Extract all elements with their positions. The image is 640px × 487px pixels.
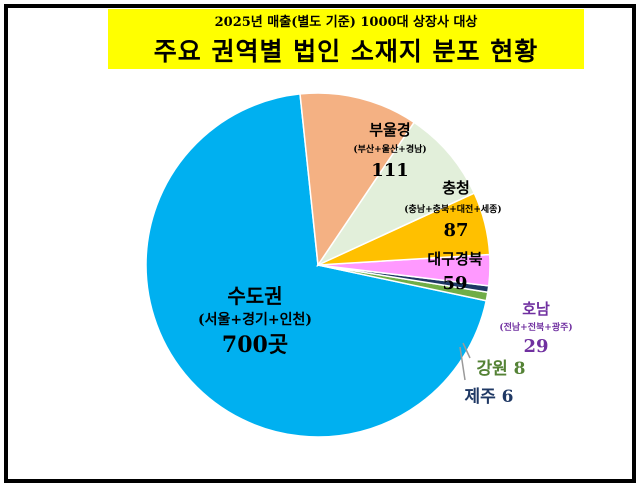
label-sudogwon-detail: (서울+경기+인천) bbox=[198, 311, 312, 328]
label-chungcheong-name: 충청 bbox=[442, 179, 470, 197]
label-honam-value: 29 bbox=[523, 336, 548, 357]
label-buulgyeong-value: 111 bbox=[371, 160, 409, 181]
label-daegu-name: 대구경북 bbox=[427, 250, 482, 268]
label-chungcheong-detail: (충남+충북+대전+세종) bbox=[404, 203, 501, 215]
title-box: 2025년 매출(별도 기준) 1000대 상장사 대상 주요 권역별 법인 소… bbox=[108, 9, 584, 69]
pie-slice-0 bbox=[145, 93, 488, 438]
pie-slices bbox=[145, 92, 491, 438]
label-honam-detail: (전남+전북+광주) bbox=[499, 321, 572, 333]
label-buulgyeong-name: 부울경 bbox=[369, 121, 410, 139]
pie-slice-5 bbox=[315, 121, 476, 267]
label-honam-name: 호남 bbox=[522, 300, 550, 318]
label-sudogwon-name: 수도권 bbox=[227, 284, 282, 308]
chart-subtitle: 2025년 매출(별도 기준) 1000대 상장사 대상 bbox=[214, 15, 478, 30]
label-sudogwon-value: 700곳 bbox=[222, 332, 288, 358]
label-gangwon: 강원 8 bbox=[476, 359, 525, 379]
label-buulgyeong-detail: (부산+울산+경남) bbox=[353, 143, 426, 155]
leader-line-jeju bbox=[459, 346, 466, 381]
label-chungcheong-value: 87 bbox=[443, 220, 468, 241]
pie-slice-6 bbox=[299, 92, 416, 268]
leader-lines bbox=[459, 342, 471, 381]
chart-title: 주요 권역별 법인 소재지 분포 현황 bbox=[153, 37, 539, 66]
label-jeju: 제주 6 bbox=[464, 387, 513, 407]
leader-line-gangwon bbox=[462, 342, 471, 359]
label-daegu-value: 59 bbox=[442, 273, 467, 294]
